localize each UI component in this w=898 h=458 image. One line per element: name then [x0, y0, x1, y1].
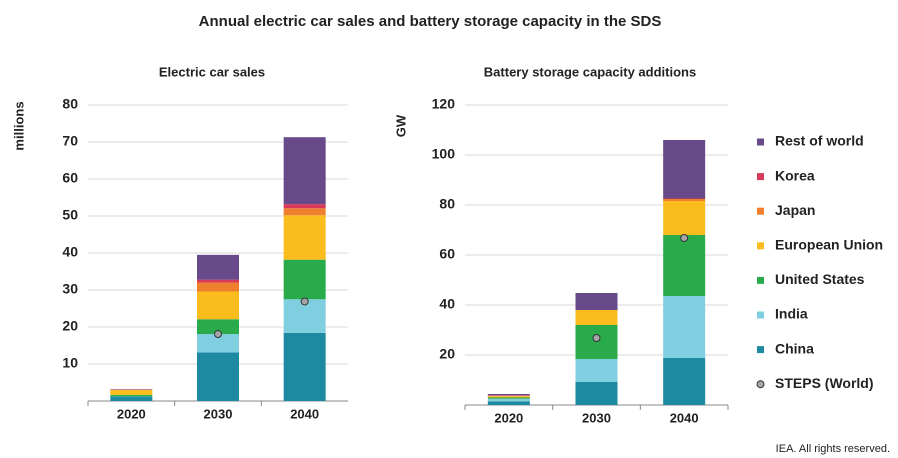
y-tick-label: 70 — [62, 133, 78, 149]
bar-segment — [487, 401, 530, 405]
bar-segment — [487, 398, 530, 402]
bar-segment — [110, 394, 153, 397]
y-tick-label: 80 — [439, 196, 455, 212]
bar-segment — [283, 137, 326, 205]
bar-segment — [575, 310, 618, 325]
x-tick-label: 2020 — [494, 410, 523, 425]
steps-marker — [592, 334, 601, 342]
bar-segment — [197, 291, 239, 320]
steps-marker — [214, 330, 222, 339]
y-tick-label: 20 — [439, 346, 455, 362]
bar-segment — [575, 293, 618, 310]
x-tick-label: 2030 — [582, 410, 611, 425]
chart-title: Annual electric car sales and battery st… — [199, 13, 662, 30]
y-tick-label: 80 — [62, 96, 78, 112]
bar-segment — [663, 358, 706, 405]
legend-swatch — [757, 138, 764, 146]
steps-marker — [680, 234, 689, 242]
y-axis-label: GW — [393, 114, 408, 137]
y-tick-label: 40 — [62, 244, 78, 260]
legend-swatch — [757, 173, 764, 181]
bar-segment — [487, 397, 530, 399]
bar-segment — [487, 395, 530, 396]
bar-segment — [663, 201, 706, 235]
bar-segment — [487, 395, 530, 397]
legend-marker — [756, 380, 765, 389]
y-tick-label: 20 — [62, 318, 78, 334]
bar-segment — [110, 390, 153, 395]
bar-segment — [197, 254, 239, 280]
bar-segment — [197, 319, 239, 335]
y-tick-label: 60 — [62, 170, 78, 186]
legend-swatch — [757, 242, 764, 250]
y-tick-label: 50 — [62, 207, 78, 223]
source-note: IEA. All rights reserved. — [776, 443, 890, 455]
legend-label: India — [775, 306, 808, 322]
y-tick-label: 120 — [432, 96, 456, 112]
legend-swatch — [757, 311, 764, 319]
legend-label: China — [775, 340, 814, 356]
x-tick-label: 2020 — [117, 406, 146, 421]
steps-marker — [300, 297, 309, 306]
legend-label: Korea — [775, 167, 815, 183]
y-tick-label: 10 — [62, 355, 78, 371]
y-axis-label: millions — [11, 101, 26, 150]
x-tick-label: 2040 — [670, 410, 699, 425]
bar-segment — [487, 396, 530, 398]
bar-segment — [283, 332, 326, 401]
bar-segment — [663, 198, 706, 199]
bar-segment — [575, 359, 618, 382]
bar-segment — [197, 352, 239, 401]
subplot-title: Electric car sales — [159, 64, 265, 79]
bar-segment — [283, 259, 326, 300]
y-tick-label: 100 — [432, 146, 456, 162]
bar-segment — [197, 334, 239, 353]
legend-label: Japan — [775, 202, 815, 218]
y-tick-label: 60 — [439, 246, 455, 262]
y-tick-label: 30 — [62, 281, 78, 297]
bar-segment — [487, 394, 530, 396]
bar-segment — [283, 215, 326, 260]
legend-label: United States — [775, 271, 865, 287]
legend-label: STEPS (World) — [775, 375, 874, 391]
bar-segment — [663, 235, 706, 296]
legend-swatch — [757, 276, 764, 284]
y-tick-label: 40 — [439, 296, 455, 312]
x-tick-label: 2040 — [290, 406, 319, 421]
bar-segment — [197, 279, 239, 283]
legend-label: Rest of world — [775, 133, 864, 149]
legend-swatch — [757, 207, 764, 215]
bar-segment — [283, 208, 326, 216]
bar-segment — [197, 282, 239, 292]
subplot-title: Battery storage capacity additions — [484, 64, 696, 79]
legend-swatch — [757, 346, 764, 354]
bar-segment — [110, 396, 153, 401]
legend-label: European Union — [775, 237, 883, 253]
bar-segment — [663, 199, 706, 201]
x-tick-label: 2030 — [204, 406, 233, 421]
bar-segment — [283, 204, 326, 209]
bar-segment — [663, 140, 706, 199]
bar-segment — [663, 296, 706, 358]
bar-segment — [575, 382, 618, 405]
